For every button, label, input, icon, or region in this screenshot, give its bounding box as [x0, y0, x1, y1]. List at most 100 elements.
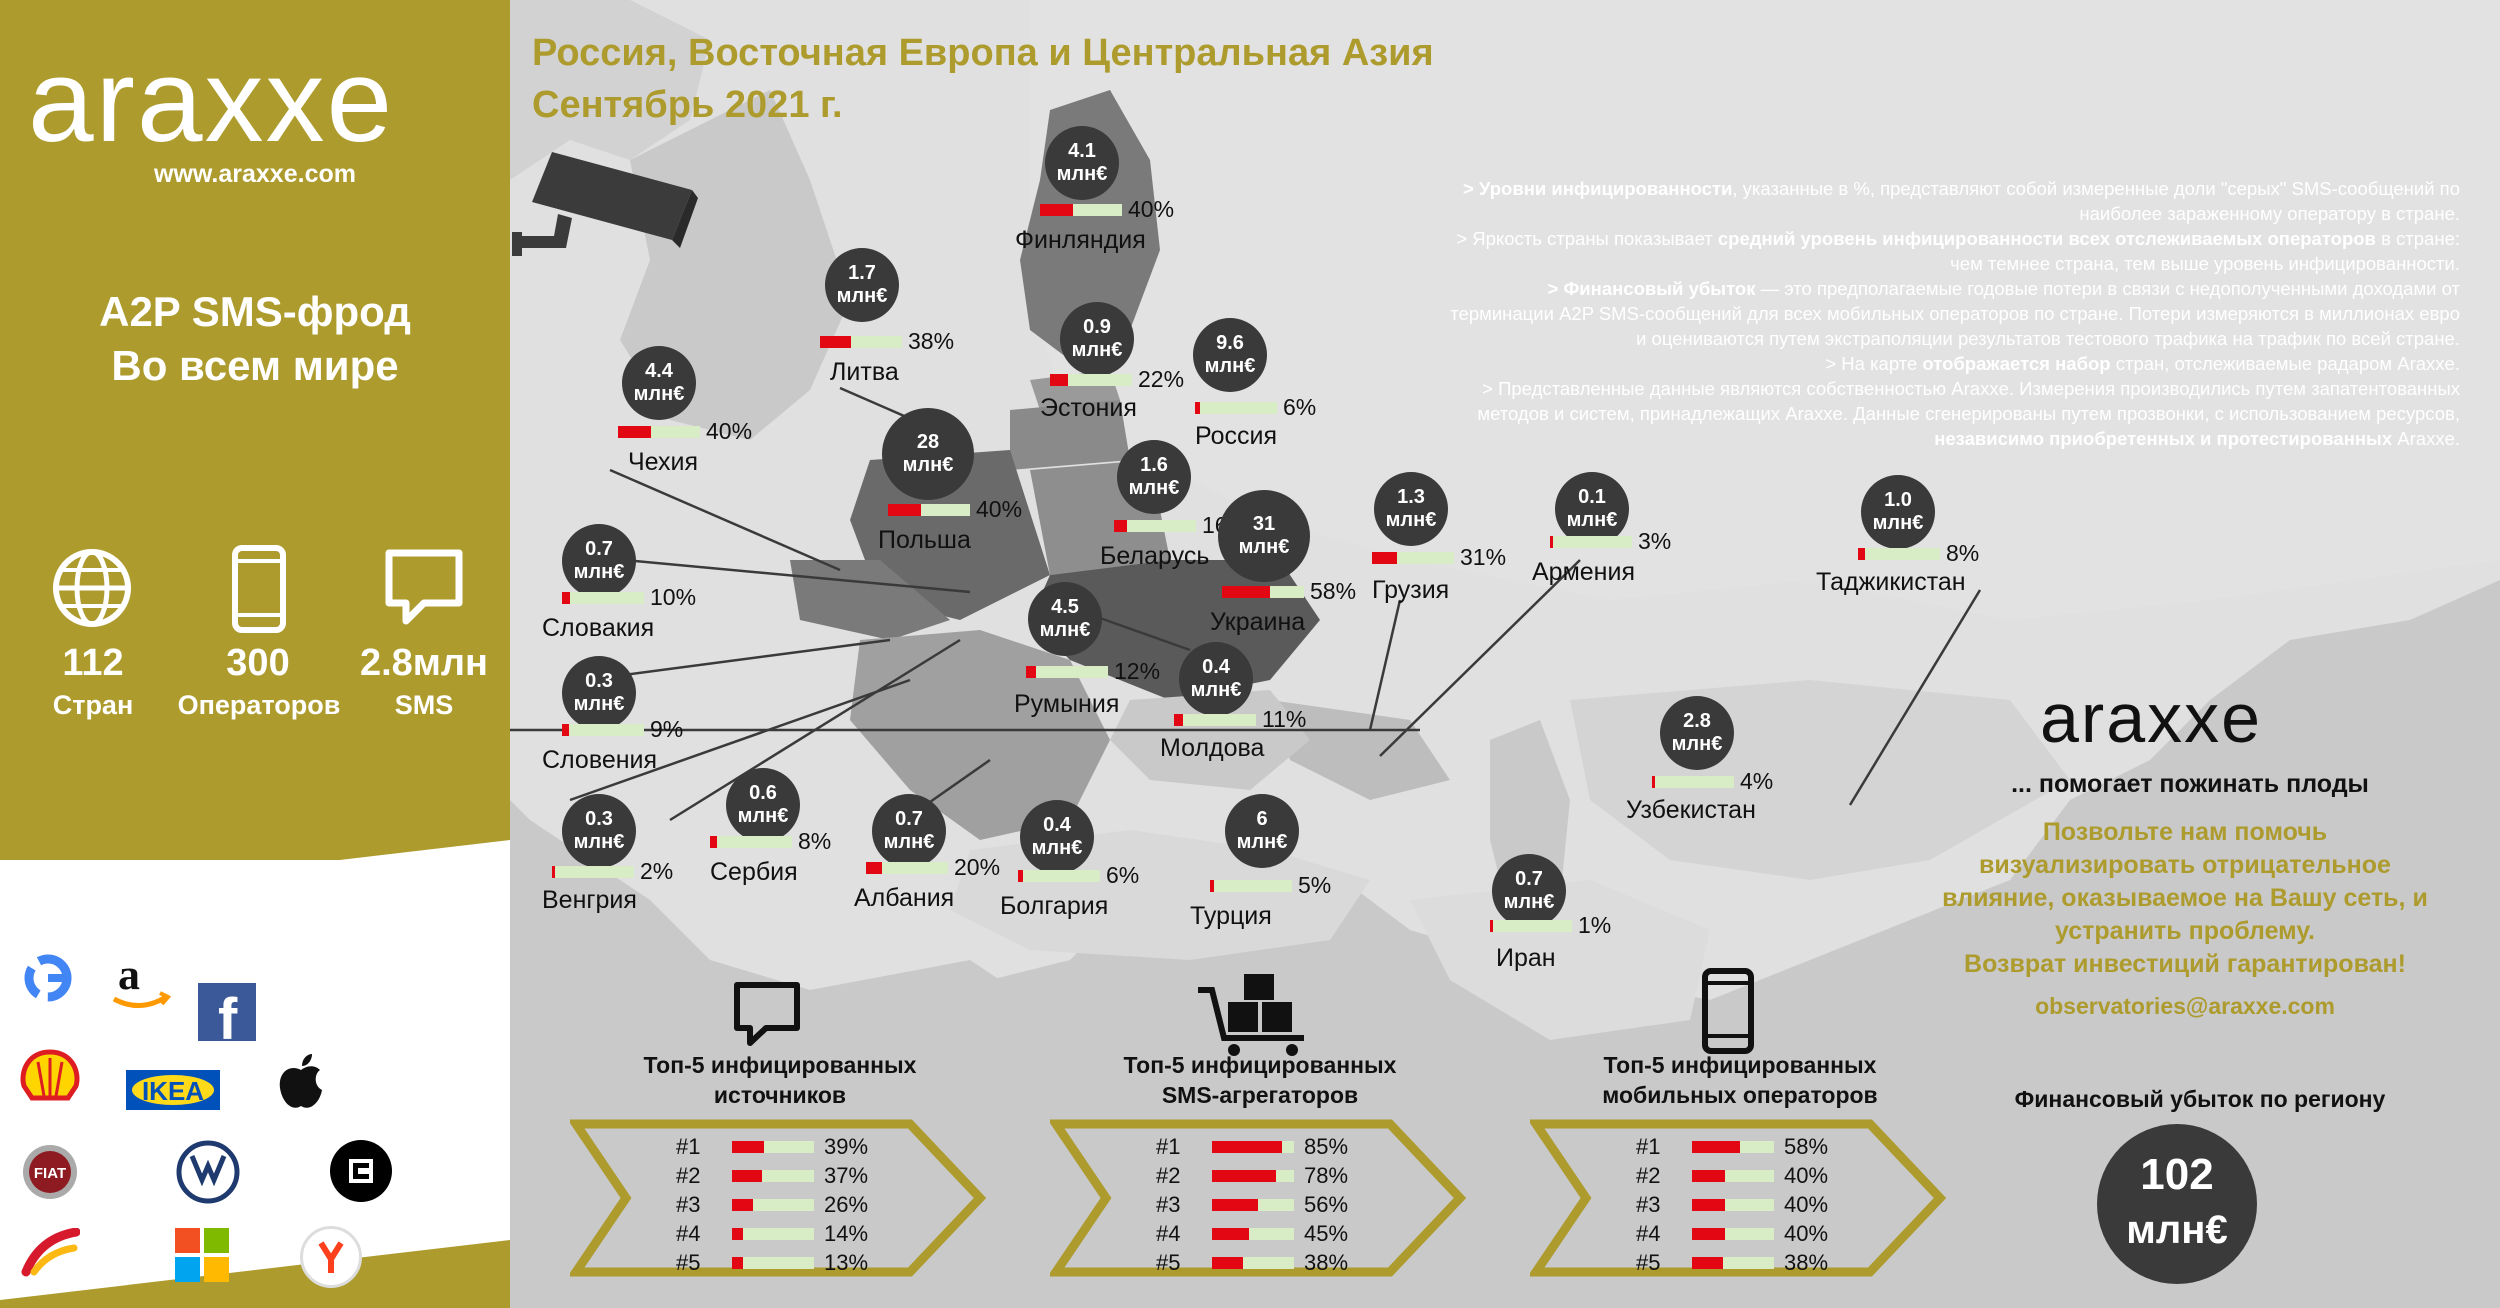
top5-bar-fill [1692, 1199, 1725, 1211]
loss-badge: 4.1 млн€ [1045, 126, 1119, 200]
loss-value: 1.6 [1140, 454, 1168, 476]
loss-value: 1.7 [848, 262, 876, 284]
loss-unit: млн€ [573, 831, 625, 853]
top5-chevron-frame [570, 1119, 987, 1277]
country-name: Польша [878, 526, 971, 554]
contact-email-link[interactable]: observatories@araxxe.com [2035, 993, 2335, 1019]
top5-bar [1692, 1228, 1774, 1240]
legend-notes: > Уровни инфицированности, указанные в %… [1450, 178, 2460, 449]
infection-bar-fill [1018, 870, 1023, 882]
website-link[interactable]: www.araxxe.com [154, 160, 356, 188]
country-name: Словения [542, 746, 658, 774]
loss-value: 1.0 [1884, 489, 1912, 511]
country-name: Беларусь [1100, 542, 1210, 570]
loss-badge: 4.5 млн€ [1028, 582, 1102, 656]
loss-badge: 1.7 млн€ [825, 248, 899, 322]
country-name: Молдова [1160, 734, 1265, 762]
loss-unit: млн€ [836, 285, 888, 307]
infection-percent: 40% [706, 418, 753, 444]
svg-text:a: a [118, 955, 140, 999]
top5-bar [1212, 1228, 1294, 1240]
loss-value: 0.9 [1083, 316, 1111, 338]
top5-bar [732, 1141, 814, 1153]
top5-rank: #2 [1156, 1163, 1181, 1188]
infection-percent: 38% [908, 328, 955, 354]
top5-bar [1692, 1141, 1774, 1153]
loss-value: 4.4 [645, 360, 673, 382]
top5-percent: 40% [1784, 1163, 1829, 1188]
map-area: Россия, Восточная Европа и Центральная А… [510, 0, 2500, 1308]
top5-percent: 40% [1784, 1192, 1829, 1217]
region-total-label: Финансовый убыток по региону [2014, 1086, 2386, 1112]
infection-bar [820, 336, 902, 348]
loss-value: 0.6 [749, 782, 777, 804]
country-name: Иран [1496, 944, 1556, 972]
top5-bar [1692, 1199, 1774, 1211]
top5-bar [732, 1228, 814, 1240]
loss-badge: 0.6 млн€ [726, 768, 800, 842]
google-logo [22, 952, 74, 1004]
infection-bar [1026, 666, 1108, 678]
svg-text:f: f [218, 987, 238, 1041]
country-name: Турция [1190, 902, 1272, 930]
infection-bar [1222, 586, 1304, 598]
loss-unit: млн€ [1503, 891, 1555, 913]
top5-rank: #1 [676, 1134, 701, 1159]
infection-bar [1372, 552, 1454, 564]
top5-rank: #1 [1636, 1134, 1661, 1159]
loss-value: 0.7 [1515, 868, 1543, 890]
globe-icon [53, 549, 131, 627]
top5-bar [1692, 1170, 1774, 1182]
iberia-logo [20, 1227, 81, 1278]
country-name: Словакия [542, 614, 655, 642]
top5-title: Топ-5 инфицированных SMS-агрегаторов [1123, 1052, 1397, 1108]
loss-unit: млн€ [1872, 512, 1924, 534]
top5-rank: #4 [1156, 1221, 1181, 1246]
top5-bar-fill [1212, 1199, 1258, 1211]
volkswagen-logo [176, 1140, 240, 1204]
loss-unit: млн€ [1204, 355, 1256, 377]
top5-bar-fill [732, 1141, 764, 1153]
country-name: Эстония [1040, 394, 1137, 422]
loss-value: 0.1 [1578, 486, 1606, 508]
surveillance-camera-icon [512, 152, 698, 256]
infection-bar [888, 504, 970, 516]
top5-percent: 38% [1304, 1250, 1349, 1275]
loss-value: 0.7 [895, 808, 923, 830]
infection-percent: 2% [640, 858, 674, 884]
loss-value: 0.3 [585, 808, 613, 830]
infection-bar [1050, 374, 1132, 386]
top5-rank: #3 [676, 1192, 701, 1217]
top5-rank: #2 [1636, 1163, 1661, 1188]
loss-unit: млн€ [1071, 339, 1123, 361]
country-name: Украина [1210, 608, 1306, 636]
infection-bar-fill [562, 592, 570, 604]
infection-bar [1490, 920, 1572, 932]
infection-bar [618, 426, 700, 438]
araxxe-logo[interactable]: araxxe [28, 35, 395, 167]
loss-badge: 0.7 млн€ [562, 524, 636, 598]
top5-bar [1212, 1257, 1294, 1269]
page-title-date: Сентябрь 2021 г. [532, 84, 843, 126]
infection-percent: 40% [1128, 196, 1175, 222]
stat-sms-label: SMS [394, 690, 454, 720]
araxxe-promo-logo[interactable]: araxxe [2040, 679, 2263, 757]
infection-bar-fill [1040, 204, 1073, 216]
fiat-logo: FIAT [20, 1142, 80, 1202]
top5-percent: 38% [1784, 1250, 1829, 1275]
top5-title: Топ-5 инфицированных мобильных операторов [1602, 1052, 1878, 1108]
infection-bar [552, 866, 634, 878]
infection-percent: 9% [650, 716, 684, 742]
loss-value: 1.3 [1397, 486, 1425, 508]
infection-bar [1174, 714, 1256, 726]
infection-bar-fill [866, 862, 882, 874]
phone-icon [1702, 968, 1754, 1054]
top5-bar-fill [732, 1170, 762, 1182]
loss-badge: 4.4 млн€ [622, 346, 696, 420]
top5-percent: 56% [1304, 1192, 1349, 1217]
top5-bar [1212, 1199, 1294, 1211]
loss-unit: млн€ [1385, 509, 1437, 531]
infection-bar-fill [1550, 536, 1553, 548]
infection-percent: 5% [1298, 872, 1332, 898]
infection-percent: 1% [1578, 912, 1612, 938]
